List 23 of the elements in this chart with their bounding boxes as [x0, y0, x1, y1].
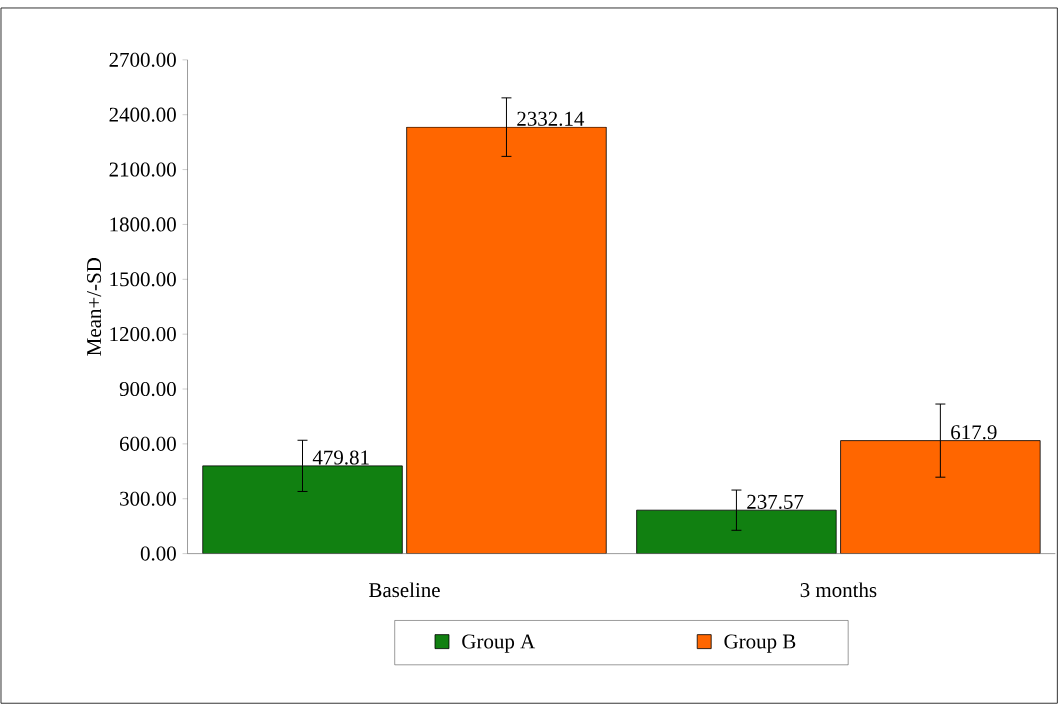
legend-label: Group B: [724, 634, 796, 653]
data-label: 617.9: [951, 425, 997, 440]
y-tick-label: 2400.00: [109, 107, 176, 122]
y-tick-label: 300.00: [120, 491, 176, 506]
legend-label: Group A: [462, 634, 536, 653]
y-axis-title: Mean+/-SD: [87, 257, 102, 356]
y-tick-label: 0.00: [140, 546, 176, 561]
y-tick-label: 2100.00: [109, 162, 176, 177]
x-tick-label: Baseline: [369, 582, 440, 598]
y-tick-label: 900.00: [119, 381, 176, 397]
bar: [636, 509, 837, 554]
y-tick-label: 2700.00: [109, 52, 176, 67]
y-tick-label: 1200.00: [110, 326, 176, 342]
data-label: 237.57: [747, 494, 804, 509]
bar: [840, 440, 1041, 554]
bar: [406, 126, 607, 554]
y-tick-label: 600.00: [119, 436, 176, 451]
data-label: 479.81: [312, 450, 369, 465]
x-tick-label: 3 months: [800, 582, 877, 598]
y-tick-label: 1500.00: [110, 272, 176, 287]
data-label: 2332.14: [517, 111, 585, 126]
bar: [202, 465, 403, 554]
y-tick-label: 1800.00: [110, 217, 176, 232]
